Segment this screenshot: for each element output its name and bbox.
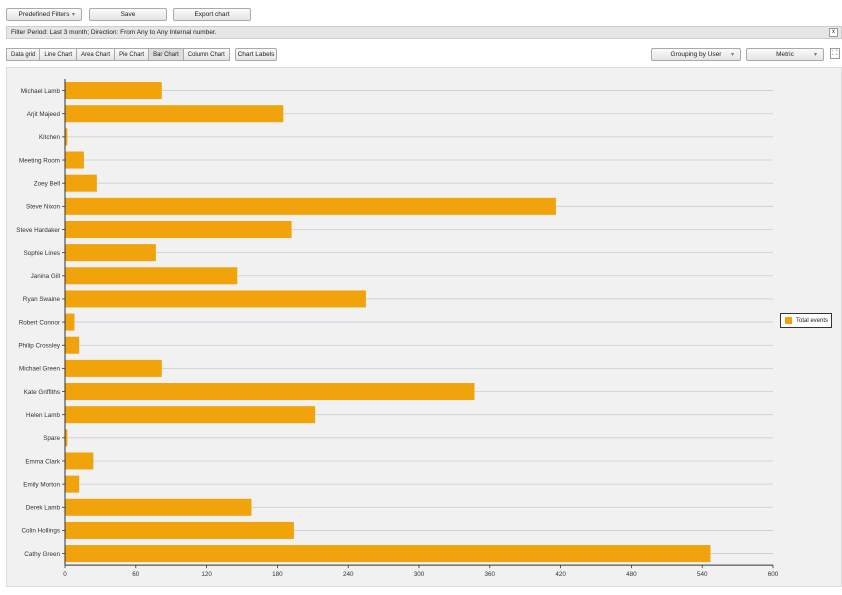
bar [65, 475, 80, 493]
y-tick-label: Arjit Majeed [27, 111, 61, 118]
y-tick-label: Colin Hollings [22, 528, 61, 535]
close-icon[interactable]: x [829, 28, 838, 37]
y-tick-label: Steve Hardaker [16, 227, 60, 234]
y-tick-label: Derek Lamb [26, 505, 61, 512]
chevron-down-icon: ▾ [71, 12, 75, 18]
fullscreen-icon[interactable]: ⛶ [830, 48, 840, 59]
metric-dropdown[interactable]: Metric ▾ [746, 48, 824, 61]
bar [65, 267, 238, 285]
bar [65, 336, 80, 354]
x-tick-label: 480 [626, 571, 637, 578]
save-button[interactable]: Save [89, 8, 167, 21]
grouping-label: Grouping by User [670, 51, 722, 58]
bar [65, 128, 68, 146]
bar [65, 197, 556, 215]
bar [65, 151, 84, 169]
bar [65, 429, 68, 447]
bar [65, 406, 316, 424]
y-tick-label: Zoey Bell [34, 180, 60, 187]
x-tick-label: 600 [768, 571, 779, 578]
x-tick-label: 180 [272, 571, 283, 578]
chevron-down-icon: ▾ [813, 52, 817, 58]
y-tick-label: Ryan Swaine [23, 296, 61, 303]
tab-column-chart[interactable]: Column Chart [183, 48, 230, 61]
bar [65, 82, 162, 100]
x-tick-label: 120 [201, 571, 212, 578]
y-tick-label: Steve Nixon [26, 204, 60, 211]
metric-label: Metric [776, 51, 794, 58]
y-tick-label: Michael Green [19, 366, 60, 373]
y-tick-label: Helen Lamb [26, 412, 60, 419]
y-tick-label: Robert Connor [19, 319, 60, 326]
x-tick-label: 0 [63, 571, 67, 578]
x-tick-label: 60 [132, 571, 140, 578]
bar [65, 498, 252, 516]
x-tick-label: 420 [555, 571, 566, 578]
bar [65, 244, 156, 262]
chart-labels-button[interactable]: Chart Labels [235, 48, 277, 61]
x-tick-label: 540 [697, 571, 708, 578]
y-tick-label: Meeting Room [19, 157, 60, 164]
y-tick-label: Kate Griffiths [24, 389, 60, 396]
legend[interactable]: Total events [780, 313, 832, 328]
x-tick-label: 300 [414, 571, 425, 578]
bar [65, 521, 294, 539]
bar [65, 290, 366, 308]
legend-label: Total events [796, 317, 829, 324]
bar [65, 105, 284, 123]
y-tick-label: Janina Gill [31, 273, 60, 280]
x-tick-label: 360 [485, 571, 496, 578]
tab-data-grid[interactable]: Data grid [6, 48, 41, 61]
chart-type-tabs: Data grid Line Chart Area Chart Pie Char… [6, 48, 230, 61]
grouping-dropdown[interactable]: Grouping by User ▾ [651, 48, 741, 61]
bar [65, 383, 475, 401]
y-tick-label: Kitchen [39, 134, 61, 141]
predefined-filters-dropdown[interactable]: Predefined Filters ▾ [6, 8, 82, 21]
tab-line-chart[interactable]: Line Chart [40, 48, 78, 61]
y-tick-label: Emma Clark [25, 458, 60, 465]
tab-pie-chart[interactable]: Pie Chart [115, 48, 150, 61]
legend-swatch [785, 317, 792, 324]
bar [65, 452, 94, 470]
predefined-filters-label: Predefined Filters [18, 11, 70, 18]
y-tick-label: Philip Crossley [18, 343, 60, 350]
y-tick-label: Spare [43, 435, 60, 442]
bar [65, 313, 75, 331]
y-tick-label: Sophie Lines [24, 250, 60, 257]
y-tick-label: Michael Lamb [21, 88, 61, 95]
export-chart-button[interactable]: Export chart [173, 8, 251, 21]
bar [65, 545, 711, 563]
y-tick-label: Emily Morton [23, 481, 60, 488]
tab-area-chart[interactable]: Area Chart [77, 48, 116, 61]
tab-bar-chart[interactable]: Bar Chart [149, 48, 184, 61]
bar [65, 220, 292, 238]
filter-text: Filter Period: Last 3 month; Direction: … [11, 29, 217, 36]
x-tick-label: 240 [343, 571, 354, 578]
bar [65, 359, 162, 377]
y-tick-label: Cathy Green [24, 551, 60, 558]
bar [65, 174, 97, 192]
chevron-down-icon: ▾ [730, 52, 734, 58]
